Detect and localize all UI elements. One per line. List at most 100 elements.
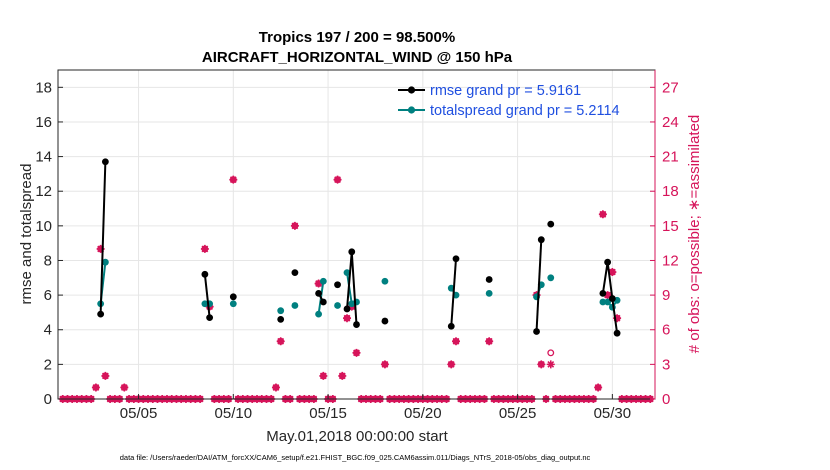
rmse-point-10 [343,305,351,313]
rmse-point-1 [101,158,109,166]
obs-assimilated-point-59 [338,371,347,380]
obs-assimilated-point-82 [447,360,456,369]
obs-assimilated-point-30 [200,244,209,253]
rmse-point-19 [547,220,555,228]
rmse-line-segment-9 [450,258,457,327]
y-left-tick-label-1: 2 [44,356,52,373]
obs-assimilated-point-8 [96,244,105,253]
spread-point-7 [315,310,322,318]
obs-assimilated-point-116 [608,268,617,277]
rmse-series [97,158,621,337]
rmse-point-8 [319,298,327,306]
x-tick-label-1: 05/10 [215,405,253,422]
obs-assimilated-point-113 [594,383,603,392]
obs-assimilated-point-9 [101,371,110,380]
legend: rmse grand pr = 5.9161 totalspread grand… [398,83,620,119]
rmse-point-7 [315,289,322,297]
legend-spread-label: totalspread grand pr = 5.2114 [430,103,620,119]
obs-possible-point-103 [547,349,555,357]
rmse-point-15 [452,255,460,263]
spread-point-10 [343,269,351,276]
grid-lines [58,70,655,399]
rmse-point-11 [348,248,356,256]
plot-background [58,70,655,399]
y-right-tick-label-9: 27 [662,79,679,96]
x-tick-label-4: 05/25 [499,405,537,422]
spread-point-9 [334,302,341,309]
y-left-tick-label-2: 4 [44,322,52,339]
spread-point-1 [101,258,109,266]
rmse-line-segment-0 [99,161,107,315]
rmse-point-16 [485,276,493,283]
y-axis-left-label: rmse and totalspread [18,164,35,305]
obs-assimilated-point-83 [452,337,460,346]
obs-assimilated-point-90 [485,337,494,346]
rmse-point-17 [533,328,540,335]
totalspread-series [97,258,621,318]
x-tick-label-2: 05/15 [309,405,347,422]
obs-assimilated-point-117 [613,314,622,323]
y-right-tick-label-2: 6 [662,322,670,339]
obs-assimilated-point-13 [120,383,129,392]
y-left-tick-label-6: 12 [35,183,52,200]
rmse-point-6 [291,269,299,276]
x-tick-label-3: 05/20 [404,405,442,422]
y-left-tick-label-8: 16 [35,114,52,131]
y-right-tick-label-3: 9 [662,287,670,304]
spread-point-13 [381,277,389,285]
y-left-tick-label-4: 8 [44,252,52,269]
rmse-point-12 [353,321,360,328]
rmse-point-20 [599,289,607,297]
rmse-point-9 [334,281,341,289]
y-axis-right: 0 3 6 9 12 15 18 21 24 27 [650,70,679,408]
x-tick-label-5: 05/30 [594,405,632,422]
obs-assimilated-point-114 [598,210,607,219]
rmse-point-23 [613,329,621,337]
y-right-tick-label-8: 24 [662,114,679,131]
obs-assimilated-point-58 [333,175,342,184]
spread-point-2 [201,300,209,308]
rmse-point-13 [381,317,389,325]
spread-point-5 [277,307,285,315]
y-right-tick-label-5: 15 [662,218,679,235]
obs-assimilated-point-60 [343,314,352,323]
legend-spread-marker [407,106,416,114]
rmse-point-3 [206,314,214,322]
plot-area [57,69,656,403]
obs-assimilated-point-62 [352,348,361,357]
spread-point-4 [229,300,237,308]
rmse-point-22 [608,295,616,302]
y-right-tick-label-1: 3 [662,356,670,373]
obs-assimilated-point-115 [603,291,612,300]
rmse-point-2 [201,270,209,278]
obs-assimilated-point-101 [537,360,546,369]
chart-title-line1: Tropics 197 / 200 = 98.500% [259,29,455,46]
spread-point-20 [599,298,607,306]
rmse-point-21 [604,258,612,266]
y-right-tick-label-4: 12 [662,252,679,269]
chart-title-line2: AIRCRAFT_HORIZONTAL_WIND @ 150 hPa [202,49,513,66]
spread-point-8 [319,277,327,285]
obs-assimilated-point-54 [314,279,323,288]
obs-assimilated-point-7 [91,383,100,392]
obs-assimilated-point-49 [290,221,299,230]
obs-assimilated-point-55 [319,371,328,380]
spread-point-19 [547,274,555,282]
spread-point-21 [604,298,612,306]
rmse-line-segment-1 [203,274,211,318]
rmse-line-segment-13 [601,262,619,334]
y-left-tick-label-5: 10 [35,218,52,235]
obs-assimilated-point-46 [276,337,285,346]
spread-point-6 [291,302,299,309]
rmse-point-14 [447,322,455,330]
y-axis-left: 0 2 4 6 8 10 12 14 16 18 [35,79,63,408]
legend-rmse-label: rmse grand pr = 5.9161 [430,83,581,99]
y-left-tick-label-0: 0 [44,391,52,408]
y-right-tick-label-6: 18 [662,183,679,200]
x-axis: 05/05 05/10 05/15 05/20 05/25 05/30 [120,394,631,422]
rmse-point-4 [229,293,237,301]
rmse-point-5 [277,315,285,323]
obs-assimilated-point-103 [546,360,555,369]
rmse-point-18 [537,236,545,244]
